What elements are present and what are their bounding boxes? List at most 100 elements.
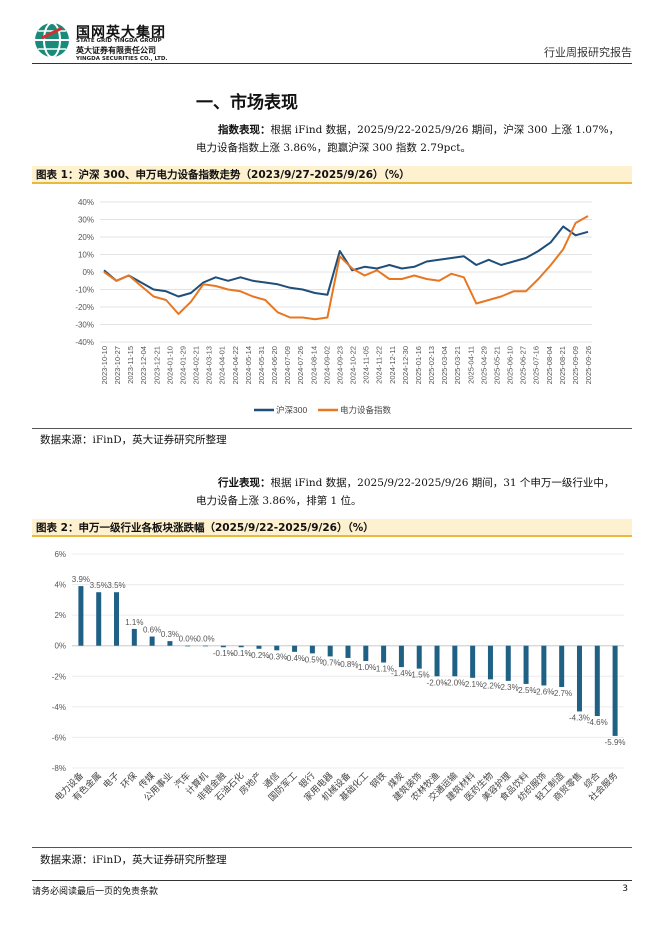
bar bbox=[185, 645, 191, 647]
x-tick-label: 2023-12-04 bbox=[139, 346, 148, 384]
x-tick-label: 2023-10-10 bbox=[100, 346, 109, 384]
y-tick-label: -4% bbox=[52, 703, 66, 712]
bar bbox=[541, 645, 547, 686]
x-tick-label: 2025-03-04 bbox=[440, 346, 449, 384]
bar-value-label: 0.3% bbox=[161, 630, 179, 639]
bar bbox=[114, 592, 120, 646]
x-tick-label: 2024-09-02 bbox=[322, 346, 331, 384]
bar-value-label: 0.6% bbox=[143, 626, 161, 635]
para2-line2: 电力设备上涨 3.86%，排第 1 位。 bbox=[196, 495, 362, 507]
y-tick-label: 0% bbox=[54, 642, 66, 651]
x-category-label: 电子 bbox=[100, 770, 121, 791]
x-category-label: 钢铁 bbox=[368, 770, 389, 791]
bar-value-label: -2.2% bbox=[480, 681, 501, 690]
bar-value-label: 3.5% bbox=[107, 581, 125, 590]
x-tick-label: 2025-06-10 bbox=[506, 346, 515, 384]
x-tick-label: 2023-12-21 bbox=[152, 346, 161, 384]
bar bbox=[149, 636, 155, 646]
bar bbox=[505, 645, 511, 681]
x-tick-label: 2025-08-21 bbox=[558, 346, 567, 384]
x-tick-label: 2024-01-10 bbox=[165, 346, 174, 384]
page-number: 3 bbox=[622, 884, 628, 894]
x-tick-label: 2024-08-14 bbox=[309, 346, 318, 384]
x-tick-label: 2024-02-21 bbox=[192, 346, 201, 384]
bar bbox=[220, 645, 226, 648]
legend-label: 电力设备指数 bbox=[340, 405, 392, 415]
report-type: 行业周报研究报告 bbox=[544, 46, 632, 59]
bar bbox=[381, 645, 387, 663]
legend-label: 沪深300 bbox=[276, 405, 307, 415]
x-tick-label: 2023-11-15 bbox=[126, 346, 135, 384]
x-tick-label: 2024-09-23 bbox=[335, 346, 344, 384]
y-tick-label: 40% bbox=[78, 198, 94, 207]
y-tick-label: 30% bbox=[78, 216, 94, 225]
bar-value-label: 0.0% bbox=[196, 635, 214, 644]
bar bbox=[292, 645, 298, 652]
bar bbox=[470, 645, 476, 678]
bar-value-label: -2.0% bbox=[444, 678, 465, 687]
bar bbox=[238, 645, 244, 648]
bar bbox=[559, 645, 565, 687]
y-tick-label: 6% bbox=[54, 550, 66, 559]
bar bbox=[416, 645, 422, 669]
y-tick-label: -40% bbox=[75, 338, 94, 347]
bar-value-label: -1.0% bbox=[355, 663, 376, 672]
y-tick-label: -2% bbox=[52, 672, 66, 681]
company-name-en: STATE GRID YINGDA GROUP bbox=[76, 38, 162, 44]
x-tick-label: 2025-06-27 bbox=[519, 346, 528, 384]
bar bbox=[576, 645, 582, 712]
industry-bar-chart: 6%4%2%0%-2%-4%-6%-8%3.9%电力设备3.5%有色金属3.5%… bbox=[52, 550, 626, 803]
y-tick-label: 20% bbox=[78, 233, 94, 242]
x-tick-label: 2025-07-16 bbox=[532, 346, 541, 384]
bar bbox=[398, 645, 404, 668]
figure2-source: 数据来源：iFinD，英大证券研究所整理 bbox=[40, 854, 227, 866]
y-tick-label: -8% bbox=[52, 764, 66, 773]
x-tick-label: 2024-11-22 bbox=[375, 346, 384, 384]
bar-value-label: -0.1% bbox=[213, 649, 234, 658]
y-tick-label: -6% bbox=[52, 733, 66, 742]
x-tick-label: 2025-08-04 bbox=[545, 346, 554, 384]
x-tick-label: 2024-10-22 bbox=[349, 346, 358, 384]
para2-label: 行业表现： bbox=[218, 477, 271, 489]
x-tick-label: 2024-04-22 bbox=[231, 346, 240, 384]
securities-name-en: YINGDA SECURITIES CO., LTD. bbox=[76, 56, 168, 62]
bar bbox=[327, 645, 333, 657]
x-category-label: 环保 bbox=[118, 770, 139, 791]
bar-value-label: -0.5% bbox=[302, 655, 323, 664]
bar-value-label: -2.3% bbox=[498, 683, 519, 692]
bar bbox=[274, 645, 280, 651]
bar bbox=[345, 645, 351, 658]
bar bbox=[434, 645, 440, 677]
x-tick-label: 2025-01-16 bbox=[414, 346, 423, 384]
figure2-title: 图表 2：申万一级行业各板块涨跌幅（2025/9/22-2025/9/26）（%… bbox=[32, 519, 632, 537]
securities-name-cn: 英大证券有限责任公司 bbox=[76, 46, 156, 55]
bar-value-label: -0.4% bbox=[284, 654, 305, 663]
header-divider bbox=[32, 63, 632, 64]
bar bbox=[96, 592, 102, 646]
x-tick-label: 2024-06-20 bbox=[270, 346, 279, 384]
y-tick-label: -10% bbox=[75, 286, 94, 295]
company-name-cn: 国网英大集团 bbox=[76, 25, 166, 41]
logo-globe-icon bbox=[35, 22, 69, 58]
x-tick-label: 2025-09-26 bbox=[584, 346, 593, 384]
bar-value-label: -1.5% bbox=[409, 671, 430, 680]
index-performance-paragraph: 指数表现：根据 iFind 数据，2025/9/22-2025/9/26 期间，… bbox=[196, 121, 636, 157]
x-tick-label: 2025-03-21 bbox=[453, 346, 462, 384]
x-tick-label: 2024-04-01 bbox=[218, 346, 227, 384]
index-trend-chart: 40% 30% 20% 10% 0% -10% -20% -30% -40% 2023-10-10… bbox=[75, 198, 593, 415]
x-tick-label: 2025-04-29 bbox=[479, 346, 488, 384]
bar-value-label: 3.9% bbox=[72, 575, 90, 584]
bar-value-label: -1.4% bbox=[391, 669, 412, 678]
bar bbox=[131, 628, 137, 646]
y-tick-label: 0% bbox=[82, 268, 94, 277]
y-tick-label: -20% bbox=[75, 303, 94, 312]
bar-value-label: -0.7% bbox=[320, 658, 341, 667]
bar-value-label: 0.0% bbox=[179, 635, 197, 644]
bar bbox=[167, 641, 173, 646]
x-tick-label: 2024-05-31 bbox=[257, 346, 266, 384]
bar-value-label: -2.0% bbox=[427, 678, 448, 687]
x-tick-label: 2023-10-27 bbox=[113, 346, 122, 384]
bar-value-label: -2.1% bbox=[462, 680, 483, 689]
para1-label: 指数表现： bbox=[218, 124, 271, 136]
figure1-source: 数据来源：iFinD，英大证券研究所整理 bbox=[40, 434, 227, 446]
